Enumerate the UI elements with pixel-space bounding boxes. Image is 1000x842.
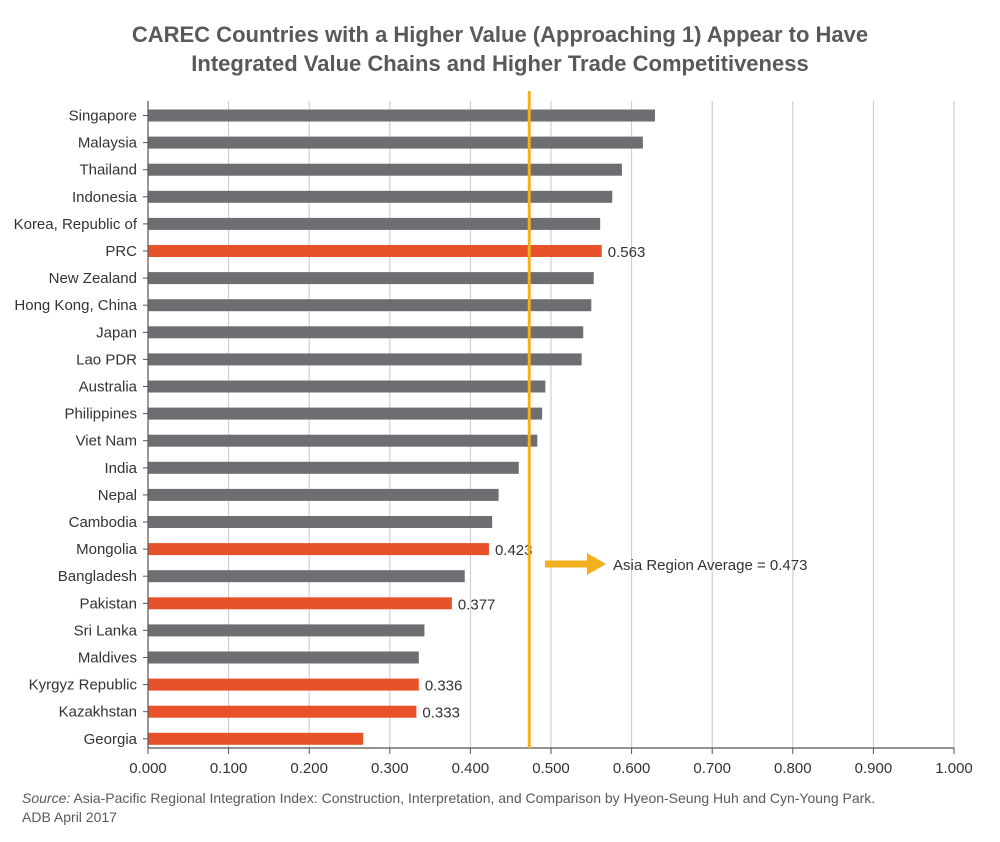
- data-label: 0.333: [422, 705, 460, 722]
- bar: [148, 299, 592, 312]
- category-label: Maldives: [78, 650, 137, 667]
- bar: [148, 190, 613, 203]
- data-label: 0.336: [425, 678, 463, 695]
- category-label: Viet Nam: [76, 433, 137, 450]
- bar: [148, 597, 452, 610]
- x-tick-label: 0.800: [774, 760, 812, 777]
- x-tick-label: 0.100: [210, 760, 248, 777]
- category-label: Kyrgyz Republic: [29, 677, 138, 694]
- category-label: Lao PDR: [76, 351, 137, 368]
- data-label: 0.563: [608, 244, 646, 261]
- arrow-shaft: [545, 560, 589, 568]
- category-label: Cambodia: [69, 514, 138, 531]
- x-tick-label: 0.900: [855, 760, 893, 777]
- x-tick-label: 0.000: [129, 760, 167, 777]
- chart-title-line-2: Integrated Value Chains and Higher Trade…: [191, 51, 809, 76]
- arrow-right-icon: [587, 553, 606, 575]
- category-label: Sri Lanka: [74, 622, 138, 639]
- bar: [148, 272, 594, 285]
- bar: [148, 217, 601, 230]
- bar: [148, 163, 622, 176]
- bar: [148, 516, 493, 528]
- category-label: PRC: [105, 243, 137, 260]
- category-label: Philippines: [64, 406, 137, 423]
- chart-title: CAREC Countries with a Higher Value (App…: [0, 20, 1000, 78]
- category-label: Georgia: [84, 731, 138, 748]
- bar: [148, 678, 419, 691]
- x-tick-label: 0.600: [613, 760, 651, 777]
- category-label: Mongolia: [76, 541, 138, 558]
- category-label: Hong Kong, China: [14, 297, 137, 314]
- category-labels: Singapore Malaysia Thailand Indonesia Korea,…: [14, 108, 138, 748]
- bar: [148, 570, 465, 583]
- bars: [148, 109, 655, 745]
- category-label: Nepal: [98, 487, 137, 504]
- data-label: 0.377: [458, 596, 496, 613]
- source-text: Asia-Pacific Regional Integration Index:…: [70, 790, 876, 806]
- x-tick-label: 1.000: [935, 760, 973, 777]
- x-tick-label: 0.500: [532, 760, 570, 777]
- category-label: Australia: [79, 379, 138, 396]
- reference-line-group: Asia Region Average = 0.473: [527, 91, 807, 748]
- bar: [148, 543, 489, 556]
- x-tick-label: 0.300: [371, 760, 409, 777]
- x-tick-label: 0.200: [290, 760, 328, 777]
- category-label: New Zealand: [49, 270, 137, 287]
- category-label: Malaysia: [78, 135, 138, 152]
- category-label: Bangladesh: [58, 568, 137, 585]
- bar: [148, 434, 538, 447]
- x-tick-label: 0.700: [693, 760, 731, 777]
- average-annotation: Asia Region Average = 0.473: [613, 557, 807, 574]
- source-label: Source:: [22, 790, 71, 806]
- category-label: Thailand: [79, 162, 137, 179]
- bar: [148, 651, 419, 664]
- category-label: Indonesia: [72, 189, 138, 206]
- bar: [148, 407, 543, 420]
- bar: [148, 245, 602, 257]
- data-labels: 0.563 0.423 0.377 0.336 0.333: [422, 244, 645, 722]
- category-label: Pakistan: [79, 595, 137, 612]
- bar: [148, 488, 499, 501]
- bar: [148, 326, 584, 339]
- bar: [148, 380, 546, 393]
- bar: [148, 109, 655, 122]
- chart-title-line-1: CAREC Countries with a Higher Value (App…: [131, 22, 869, 47]
- bar: [148, 461, 519, 474]
- bar: [148, 732, 364, 745]
- bar: [148, 353, 582, 366]
- bar: [148, 136, 643, 149]
- bar: [148, 705, 417, 718]
- source-note: Source: Asia-Pacific Regional Integratio…: [22, 789, 992, 827]
- source-text-line-2: ADB April 2017: [22, 809, 117, 825]
- bar: [148, 624, 425, 637]
- x-tick-labels: 0.000 0.100 0.200 0.300 0.400 0.500 0.600 0.700…: [129, 760, 973, 777]
- category-label: India: [104, 460, 137, 477]
- axes: [143, 101, 955, 754]
- category-label: Kazakhstan: [59, 704, 137, 721]
- gridlines: [228, 101, 955, 748]
- category-label: Singapore: [69, 108, 137, 125]
- category-label: Japan: [96, 324, 137, 341]
- data-label: 0.423: [495, 542, 533, 559]
- category-label: Korea, Republic of: [14, 216, 138, 233]
- x-tick-label: 0.400: [452, 760, 490, 777]
